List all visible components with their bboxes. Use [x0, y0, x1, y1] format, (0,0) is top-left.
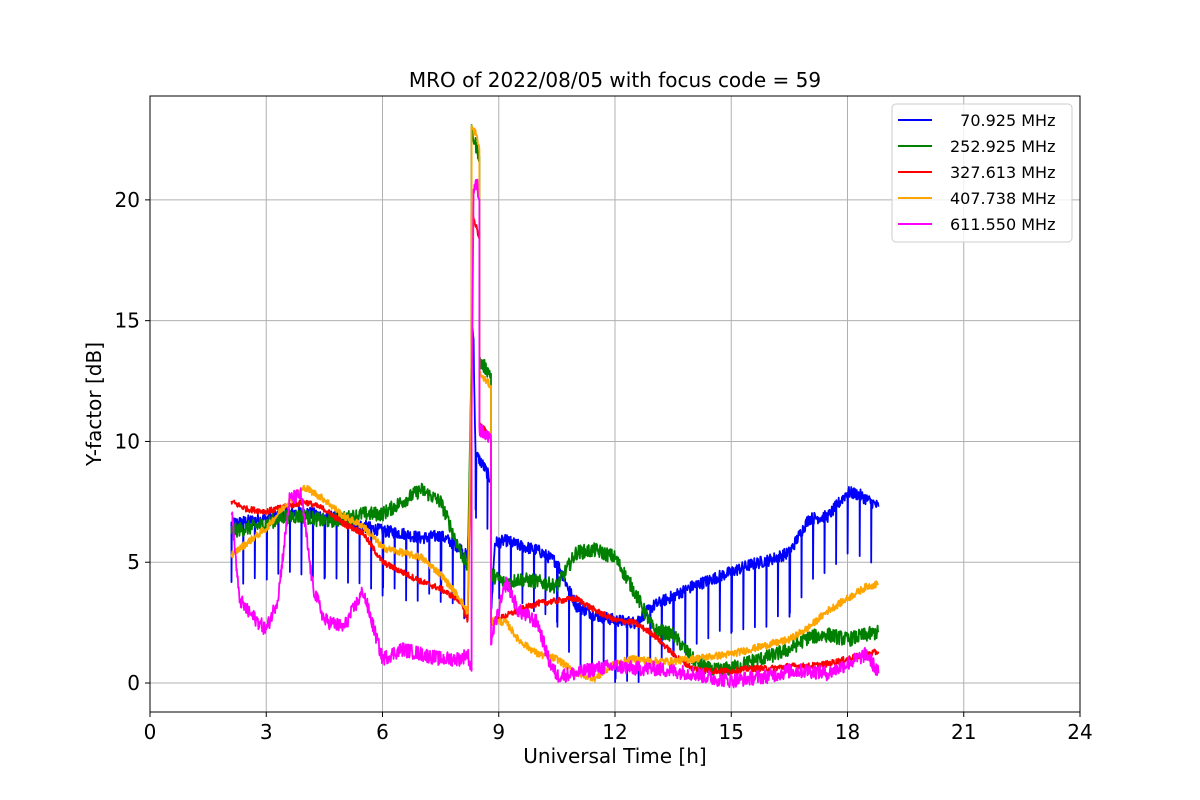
- y-axis-label: Y-factor [dB]: [82, 342, 106, 467]
- legend-label-3: 407.738 MHz: [950, 189, 1055, 208]
- y-tick-label: 10: [115, 429, 140, 453]
- x-tick-label: 0: [144, 720, 157, 744]
- x-tick-label: 12: [602, 720, 627, 744]
- y-tick-label: 15: [115, 309, 140, 333]
- x-tick-label: 6: [376, 720, 389, 744]
- series-layer: [230, 124, 880, 689]
- y-tick-label: 5: [127, 550, 140, 574]
- series-line-3: [230, 124, 879, 683]
- legend-label-1: 252.925 MHz: [950, 137, 1055, 156]
- legend-label-4: 611.550 MHz: [950, 215, 1055, 234]
- legend-box: [891, 103, 1073, 243]
- series-line-2: [230, 212, 880, 675]
- y-tick-label: 0: [127, 671, 140, 695]
- ticks: 0 3 6 9 12 15 18 21 24 0 5 10 15 20: [115, 188, 1093, 744]
- x-tick-label: 15: [719, 720, 744, 744]
- series-line-4: [230, 178, 880, 689]
- x-axis-label: Universal Time [h]: [523, 744, 706, 768]
- x-tick-label: 24: [1067, 720, 1092, 744]
- legend-label-0: 70.925 MHz: [950, 111, 1055, 130]
- x-tick-label: 9: [492, 720, 505, 744]
- legend: 70.925 MHz 252.925 MHz 327.613 MHz 407.738 …: [891, 103, 1073, 243]
- x-tick-label: 21: [951, 720, 976, 744]
- x-tick-label: 18: [835, 720, 860, 744]
- legend-label-2: 327.613 MHz: [950, 163, 1055, 182]
- chart-title: MRO of 2022/08/05 with focus code = 59: [409, 68, 821, 92]
- y-tick-label: 20: [115, 188, 140, 212]
- x-tick-label: 3: [260, 720, 273, 744]
